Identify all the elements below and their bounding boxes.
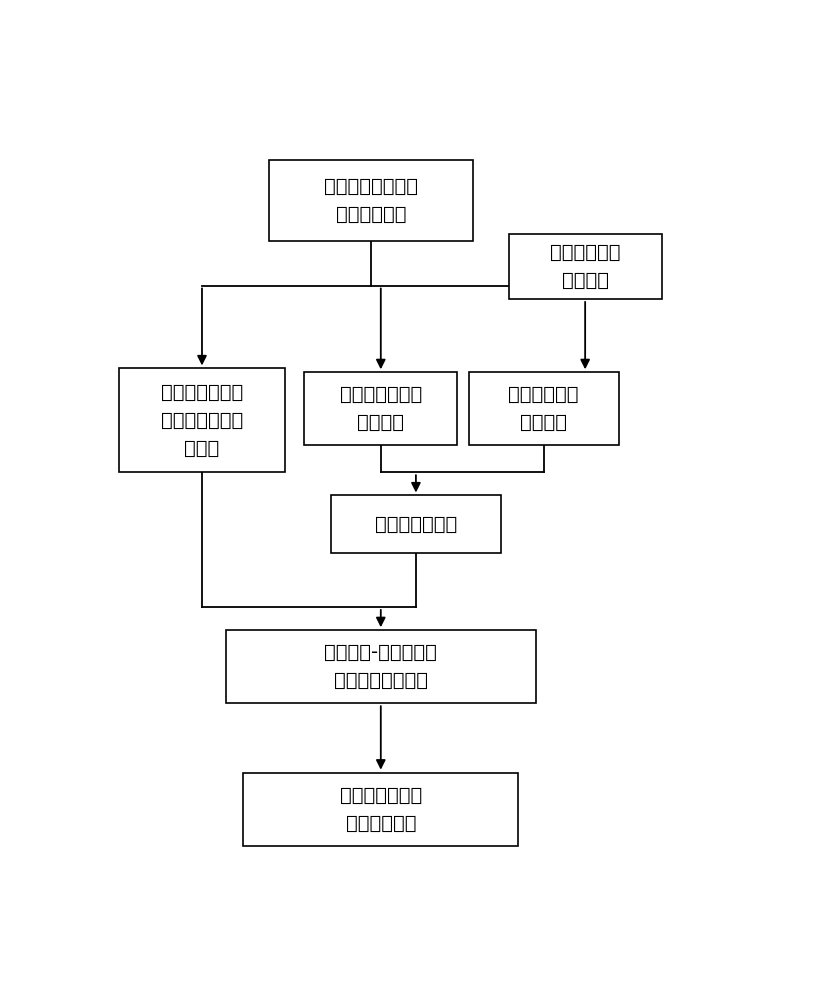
Bar [226, 630, 536, 703]
Text: 根据结构模型设
置九个位移的具
体形式: 根据结构模型设 置九个位移的具 体形式 [161, 383, 243, 458]
Text: 提取结构边界
条件信息: 提取结构边界 条件信息 [550, 243, 620, 290]
Text: 输出结构固有频
率和损耗因子: 输出结构固有频 率和损耗因子 [339, 786, 422, 833]
Text: 系统的整体势能
及其动能: 系统的整体势能 及其动能 [339, 385, 422, 432]
Text: 得到系统总能量: 得到系统总能量 [375, 515, 457, 534]
Bar [269, 160, 473, 241]
Bar [244, 773, 518, 846]
Text: 边界虚拟弹簧
储存势能: 边界虚拟弹簧 储存势能 [508, 385, 579, 432]
Text: 根据瑞利-里兹原理建
立求解器进行求解: 根据瑞利-里兹原理建 立求解器进行求解 [325, 643, 438, 690]
Text: 提取尺寸参数、材
料属性等信息: 提取尺寸参数、材 料属性等信息 [324, 177, 419, 224]
Bar [304, 372, 457, 445]
Bar [331, 495, 500, 553]
Bar [508, 234, 662, 299]
Bar [469, 372, 619, 445]
Bar [119, 368, 285, 472]
